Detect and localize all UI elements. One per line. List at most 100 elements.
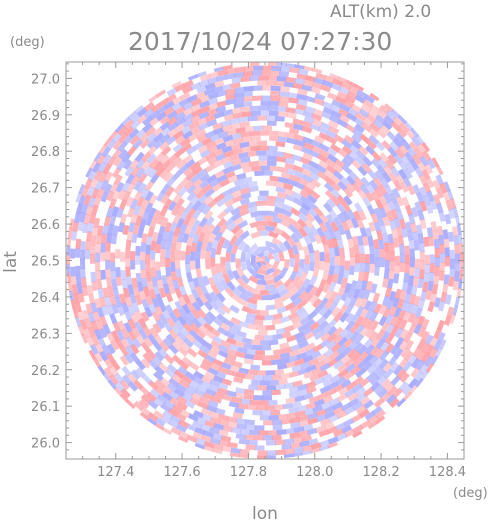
heatmap-cell bbox=[267, 62, 278, 66]
heatmap-cell bbox=[119, 393, 130, 403]
heatmap-cell bbox=[343, 134, 355, 145]
heatmap-cell bbox=[340, 81, 352, 91]
heatmap-cell bbox=[259, 145, 269, 151]
heatmap-cell bbox=[187, 347, 198, 358]
heatmap-cell bbox=[100, 251, 106, 262]
heatmap-cell bbox=[87, 222, 94, 233]
heatmap-cell bbox=[394, 255, 400, 266]
heatmap-cell bbox=[221, 362, 232, 370]
heatmap-cell bbox=[148, 288, 157, 300]
heatmap-cell bbox=[108, 198, 117, 210]
heatmap-cell bbox=[326, 164, 337, 175]
heatmap-cell bbox=[305, 318, 316, 329]
heatmap-cell bbox=[331, 237, 339, 248]
heatmap-cell bbox=[251, 247, 261, 257]
heatmap-cell bbox=[428, 236, 435, 247]
heatmap-cell bbox=[458, 233, 463, 244]
heatmap-cell bbox=[210, 327, 221, 338]
heatmap-cell bbox=[289, 257, 295, 268]
heatmap-cell bbox=[274, 301, 285, 310]
heatmap-cell bbox=[199, 105, 211, 114]
heatmap-cell bbox=[73, 212, 81, 224]
heatmap-cell bbox=[429, 254, 435, 265]
heatmap-cell bbox=[207, 76, 218, 85]
heatmap-cell bbox=[409, 248, 415, 259]
heatmap-cell bbox=[148, 359, 159, 370]
y-tick-label: 26.1 bbox=[31, 400, 60, 415]
heatmap-cell bbox=[247, 302, 258, 310]
heatmap-cell bbox=[388, 193, 398, 204]
heatmap-cell bbox=[223, 357, 235, 366]
heatmap-cell bbox=[212, 443, 224, 451]
heatmap-cell bbox=[316, 392, 328, 401]
heatmap-cell bbox=[129, 134, 140, 146]
heatmap-cell bbox=[301, 168, 312, 177]
heatmap-cell bbox=[402, 311, 411, 322]
heatmap-cell bbox=[198, 217, 208, 228]
heatmap-cell bbox=[149, 388, 161, 399]
heatmap-cell bbox=[367, 363, 378, 375]
heatmap-cell bbox=[92, 310, 101, 322]
heatmap-cell bbox=[408, 141, 419, 152]
heatmap-cell bbox=[344, 388, 356, 398]
heatmap-cell bbox=[333, 246, 340, 257]
heatmap-cell bbox=[203, 88, 215, 96]
heatmap-cell bbox=[340, 379, 352, 389]
heatmap-cell bbox=[355, 315, 365, 327]
heatmap-cell bbox=[175, 117, 186, 127]
heatmap-cell bbox=[179, 408, 191, 418]
heatmap-cell bbox=[196, 117, 208, 126]
heatmap-cell bbox=[343, 187, 354, 198]
heatmap-cell bbox=[414, 377, 424, 388]
heatmap-cell bbox=[277, 378, 288, 385]
heatmap-cell bbox=[200, 240, 208, 251]
heatmap-cell bbox=[204, 292, 214, 303]
heatmap-cell bbox=[322, 282, 331, 294]
heatmap-cell bbox=[154, 422, 165, 431]
heatmap-cell bbox=[135, 167, 146, 179]
heatmap-cell bbox=[102, 163, 112, 175]
heatmap-cell bbox=[171, 354, 183, 365]
heatmap-cell bbox=[129, 293, 137, 304]
heatmap-cell bbox=[127, 329, 137, 341]
heatmap-cell bbox=[190, 98, 202, 107]
heatmap-cell bbox=[419, 242, 425, 253]
heatmap-cell bbox=[320, 121, 332, 131]
heatmap-cell bbox=[114, 338, 124, 349]
heatmap-cell bbox=[135, 334, 146, 345]
heatmap-cell bbox=[343, 371, 354, 381]
heatmap-cell bbox=[221, 378, 232, 386]
heatmap-cell bbox=[171, 374, 183, 384]
heatmap-cell bbox=[382, 233, 389, 244]
heatmap-cell bbox=[109, 295, 117, 306]
heatmap-cell bbox=[223, 113, 235, 122]
heatmap-cell bbox=[254, 215, 265, 222]
heatmap-cell bbox=[345, 218, 354, 230]
heatmap-cell bbox=[327, 436, 339, 445]
heatmap-cell bbox=[284, 324, 295, 333]
heatmap-cell bbox=[343, 330, 354, 341]
heatmap-cell bbox=[118, 132, 129, 144]
heatmap-cell bbox=[117, 305, 125, 317]
heatmap-cell bbox=[339, 327, 350, 339]
heatmap-cell bbox=[228, 343, 240, 352]
heatmap-cell bbox=[368, 127, 379, 138]
heatmap-cell bbox=[366, 204, 376, 216]
heatmap-cell bbox=[248, 140, 259, 147]
heatmap-cell bbox=[254, 445, 265, 451]
heatmap-cell bbox=[247, 206, 258, 214]
heatmap-cell bbox=[266, 267, 276, 276]
heatmap-cell bbox=[438, 234, 445, 245]
heatmap-cell bbox=[267, 130, 278, 137]
heatmap-cell bbox=[330, 342, 342, 353]
heatmap-cell bbox=[233, 178, 244, 187]
heatmap-cell bbox=[344, 229, 353, 240]
heatmap-cell bbox=[246, 201, 257, 209]
heatmap-cell bbox=[132, 337, 142, 349]
heatmap-cell bbox=[284, 188, 295, 197]
heatmap-cell bbox=[212, 375, 224, 384]
heatmap-cell bbox=[121, 365, 132, 377]
heatmap-cell bbox=[134, 321, 144, 332]
heatmap-cell bbox=[387, 233, 394, 244]
heatmap-cell bbox=[418, 174, 428, 186]
